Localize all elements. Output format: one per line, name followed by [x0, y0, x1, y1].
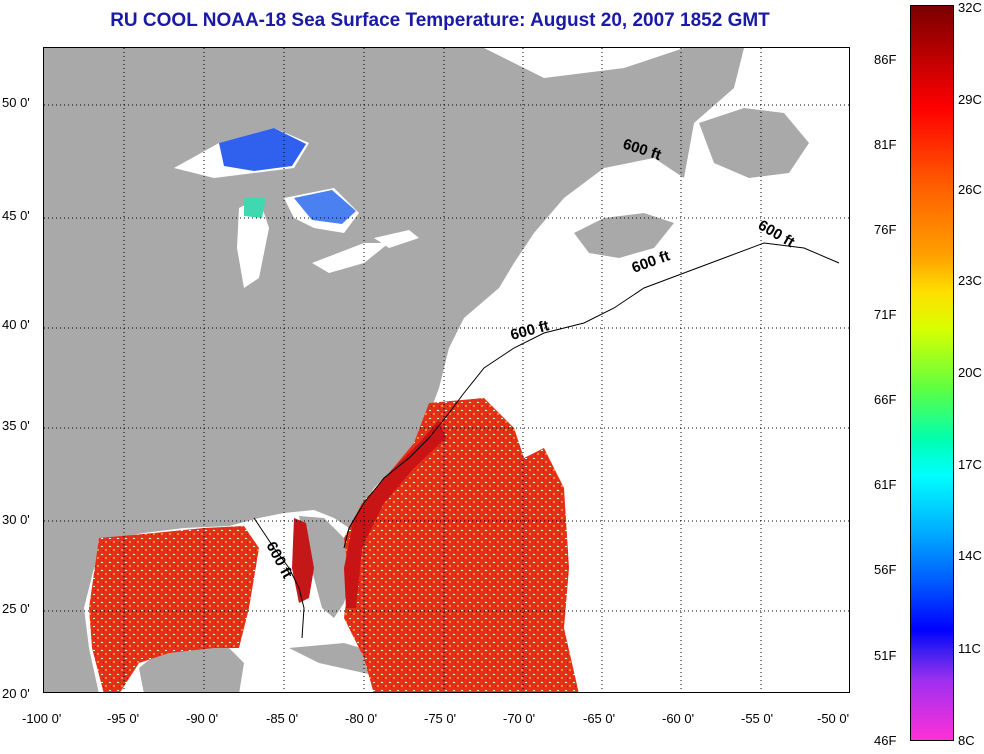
latitude-label: 50 0': [2, 95, 30, 110]
land-florida: [299, 516, 354, 618]
longitude-label: -55 0': [741, 711, 774, 726]
longitude-label: -100 0': [22, 711, 62, 726]
colorbar-fahrenheit-label: 71F: [874, 307, 897, 322]
longitude-label: -65 0': [583, 711, 616, 726]
gulf-sst: [89, 526, 259, 692]
longitude-label: -75 0': [424, 711, 457, 726]
latitude-label: 25 0': [2, 601, 30, 616]
longitude-label: -90 0': [186, 711, 219, 726]
latitude-label: 40 0': [2, 317, 30, 332]
gulf-stream-core: [344, 420, 446, 608]
longitude-label: -50 0': [817, 711, 850, 726]
colorbar-celsius-label: 23C: [958, 273, 982, 288]
land-nova-scotia: [574, 213, 674, 258]
colorbar-celsius-label: 29C: [958, 92, 982, 107]
colorbar-celsius-label: 26C: [958, 182, 982, 197]
latitude-label: 35 0': [2, 418, 30, 433]
longitude-label: -85 0': [266, 711, 299, 726]
colorbar-celsius-label: 14C: [958, 548, 982, 563]
sst-map: 600 ft 600 ft 600 ft 600 ft 600 ft: [43, 47, 850, 693]
map-title: RU COOL NOAA-18 Sea Surface Temperature:…: [110, 10, 770, 31]
colorbar-fahrenheit-label: 86F: [874, 52, 897, 67]
colorbar-celsius-label: 20C: [958, 365, 982, 380]
colorbar-fahrenheit-label: 46F: [874, 733, 897, 748]
colorbar-fahrenheit-label: 66F: [874, 392, 897, 407]
land-newfoundland: [699, 108, 809, 178]
gulf-sst-east: [292, 518, 314, 603]
colorbar-fahrenheit-label: 76F: [874, 222, 897, 237]
colorbar-fahrenheit-label: 81F: [874, 137, 897, 152]
colorbar-fahrenheit-label: 51F: [874, 648, 897, 663]
latitude-label: 30 0': [2, 512, 30, 527]
latitude-label: 45 0': [2, 208, 30, 223]
isobath-label: 600 ft: [262, 539, 295, 582]
longitude-label: -70 0': [503, 711, 536, 726]
lake-michigan: [237, 198, 269, 288]
colorbar-celsius-label: 8C: [958, 733, 975, 748]
longitude-label: -95 0': [107, 711, 140, 726]
colorbar-celsius-label: 11C: [958, 641, 981, 656]
longitude-label: -80 0': [345, 711, 378, 726]
isobath-600ft-gulf: [253, 517, 305, 639]
latitude-label: 20 0': [2, 686, 30, 701]
lake-michigan-sst: [244, 198, 266, 218]
lake-huron-sst: [294, 190, 356, 224]
lake-erie: [312, 243, 389, 273]
colorbar-celsius-label: 32C: [958, 0, 982, 15]
isobath-600ft: [343, 242, 840, 549]
longitude-label: -60 0': [662, 711, 695, 726]
colorbar-celsius-label: 17C: [958, 457, 982, 472]
land-north-america: [44, 48, 744, 692]
isobath-label: 600 ft: [755, 217, 797, 251]
graticule: [44, 48, 849, 692]
temperature-colorbar: [910, 5, 954, 741]
colorbar-fahrenheit-label: 61F: [874, 477, 897, 492]
lake-ontario: [374, 230, 419, 248]
colorbar-fahrenheit-label: 56F: [874, 562, 897, 577]
sst-map-svg: 600 ft 600 ft 600 ft 600 ft 600 ft: [44, 48, 849, 692]
